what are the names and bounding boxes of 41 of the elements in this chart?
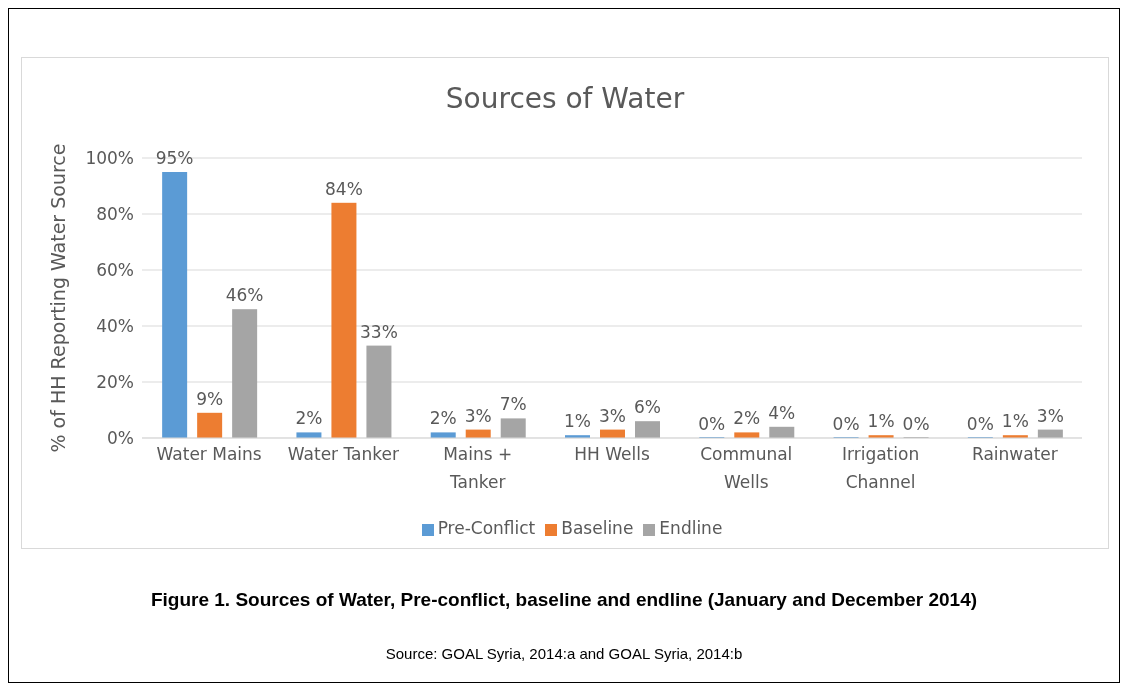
data-label: 33% (360, 321, 398, 342)
data-label: 1% (1001, 411, 1029, 432)
data-label: 2% (429, 408, 457, 429)
legend-label: Endline (659, 518, 723, 538)
y-tick-label: 60% (96, 260, 134, 281)
x-tick-label: Communal Wells (700, 444, 793, 492)
y-axis-title: % of HH Reporting Water Source (47, 143, 69, 453)
data-label: 0% (832, 414, 860, 434)
data-label: 0% (966, 414, 994, 434)
x-tick-label: Water Mains (156, 444, 262, 464)
x-tick-label: HH Wells (574, 444, 650, 464)
data-label: 1% (564, 411, 591, 432)
data-label: 6% (634, 397, 661, 418)
y-tick-label: 0% (107, 428, 134, 449)
source-note: Source: GOAL Syria, 2014:a and GOAL Syria, 2014:b (384, 645, 744, 662)
y-tick-label: 40% (96, 316, 134, 337)
x-tick-label: Water Tanker (287, 444, 399, 464)
data-label: 7% (499, 394, 527, 415)
x-tick-label: Mains + Tanker (443, 444, 513, 492)
data-label: 3% (464, 405, 492, 426)
data-label: 95% (155, 148, 194, 168)
x-tick-label: Irrigation Channel (841, 444, 920, 492)
caption: Figure 1. Sources of Water, Pre-conflict, baseline and endline (January and December 2014) (149, 589, 979, 611)
data-label: 1% (867, 411, 895, 432)
data-label: 0% (902, 414, 930, 434)
y-tick-label: 20% (96, 372, 134, 393)
data-label: 0% (698, 414, 726, 434)
data-label: 46% (225, 285, 264, 306)
data-label: 84% (325, 178, 363, 199)
y-tick-label: 80% (96, 204, 134, 225)
data-label: 3% (1036, 405, 1064, 426)
legend-label: Baseline (561, 518, 634, 538)
data-label: 3% (599, 405, 626, 426)
data-label: 2% (295, 408, 323, 429)
legend-label: Pre-Conflict (437, 518, 536, 538)
data-label: 4% (768, 402, 796, 423)
x-tick-label: Rainwater (971, 444, 1058, 464)
data-label: 2% (733, 408, 761, 429)
chart-title: Sources of Water (444, 82, 686, 115)
data-label: 9% (196, 388, 224, 409)
y-tick-label: 100% (85, 148, 134, 169)
